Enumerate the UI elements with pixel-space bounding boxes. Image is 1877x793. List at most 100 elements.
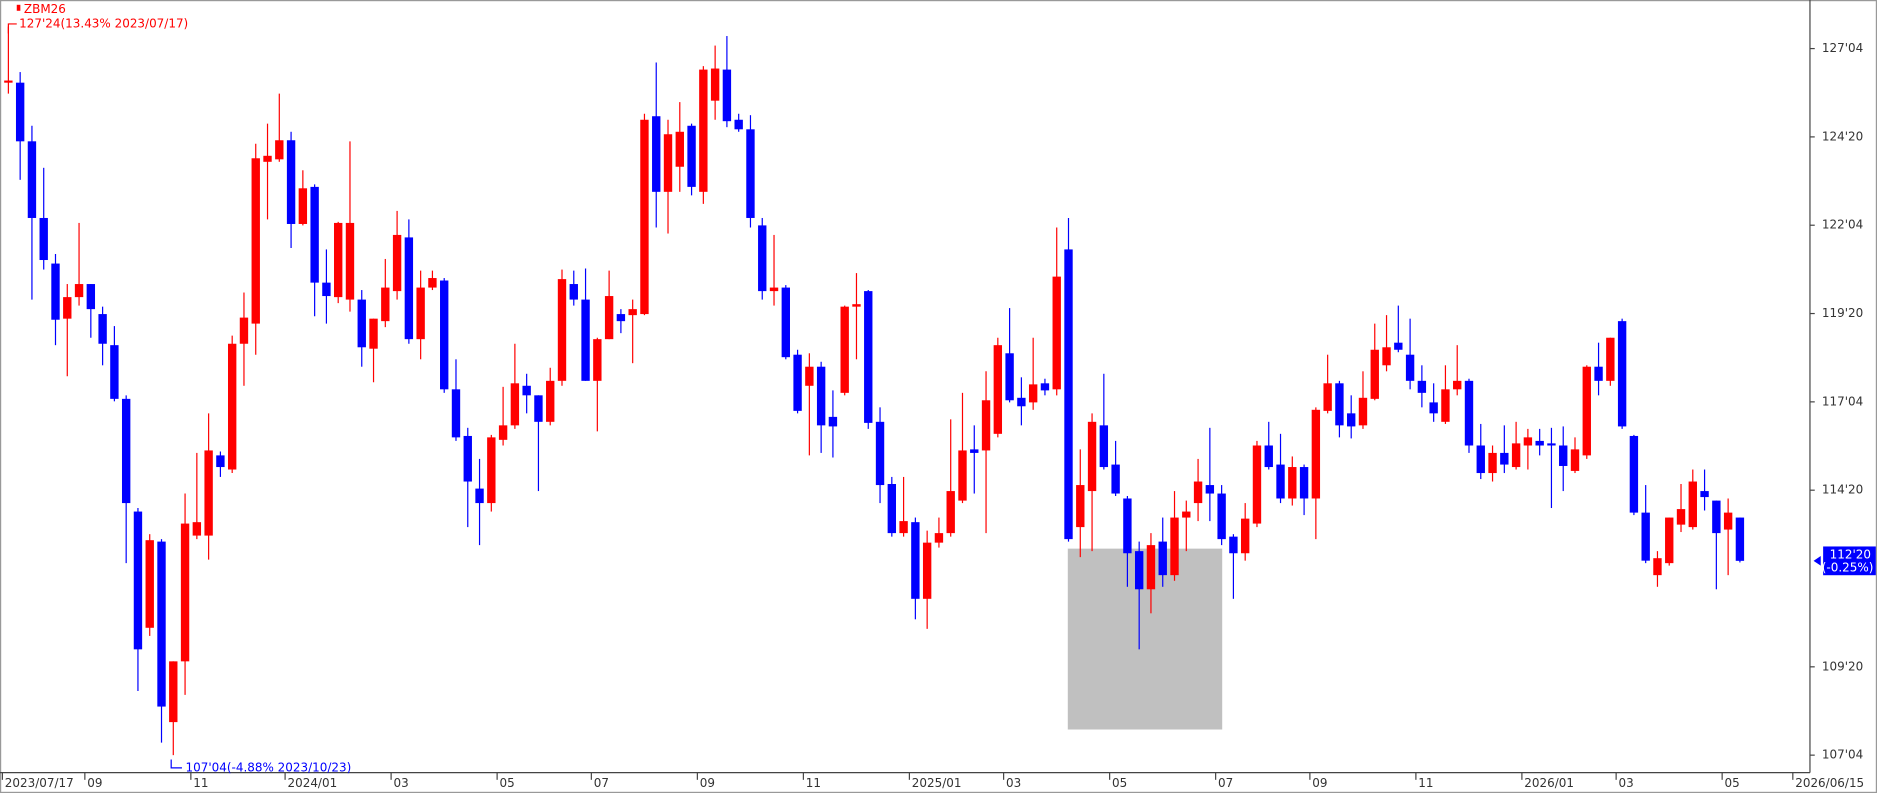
candle-body xyxy=(1594,366,1603,381)
candle-body xyxy=(74,284,84,298)
candle-body xyxy=(1052,276,1061,390)
candles xyxy=(4,26,1745,756)
candle-body xyxy=(27,141,37,218)
candle-body xyxy=(1123,498,1132,554)
last-price-box xyxy=(1823,546,1876,576)
candle-body xyxy=(1488,452,1497,474)
candle-body xyxy=(1323,383,1332,411)
candle-body xyxy=(1358,397,1368,426)
candle-body xyxy=(1288,467,1297,499)
candle-body xyxy=(1111,464,1120,494)
candle-body xyxy=(192,522,202,536)
candle-body xyxy=(381,287,390,322)
candle-body xyxy=(710,68,720,101)
candle-body xyxy=(1653,558,1662,576)
min-arrow xyxy=(170,759,182,769)
candle-body xyxy=(1335,383,1344,426)
candle-body xyxy=(1193,481,1203,504)
candle-body xyxy=(345,222,355,300)
candle-body xyxy=(121,398,131,504)
x-tick-label: 05 xyxy=(500,776,515,790)
x-tick-label: 07 xyxy=(594,776,609,790)
min-annotation: 107'04(-4.88% 2023/10/23) xyxy=(186,760,352,774)
candle-body xyxy=(216,455,225,468)
candle-body xyxy=(699,69,708,192)
last-price-pointer xyxy=(1813,556,1821,566)
candle-body xyxy=(922,542,932,599)
candle-body xyxy=(369,318,378,349)
candle-body xyxy=(1559,445,1568,466)
candle-body xyxy=(1606,337,1615,381)
symbol-marker xyxy=(16,4,21,11)
candle-body xyxy=(1500,452,1509,465)
candle-body xyxy=(4,80,13,83)
candle-body xyxy=(1087,421,1097,492)
y-tick-label: 122'04 xyxy=(1822,218,1863,232)
candle-body xyxy=(534,395,543,422)
candle-body xyxy=(298,188,308,224)
candle-body xyxy=(498,425,508,440)
last-price-label: 112'20 xyxy=(1830,547,1871,561)
candle-body xyxy=(1441,389,1450,422)
candle-body xyxy=(758,225,767,292)
candle-body xyxy=(1099,425,1109,468)
x-tick-label: 05 xyxy=(1112,776,1127,790)
x-tick-label: 09 xyxy=(700,776,715,790)
y-tick-label: 127'04 xyxy=(1822,41,1863,55)
candle-body xyxy=(286,140,296,224)
x-tick-label: 03 xyxy=(393,776,408,790)
candle-body xyxy=(958,450,967,501)
x-tick-label: 11 xyxy=(806,776,821,790)
candle-body xyxy=(1476,445,1485,474)
candle-body xyxy=(652,116,661,192)
candle-body xyxy=(581,299,590,381)
candle-body xyxy=(1205,485,1215,494)
candle-body xyxy=(86,284,96,310)
candle-body xyxy=(1453,380,1462,390)
candle-body xyxy=(722,69,732,122)
candle-body xyxy=(239,317,249,344)
candle-body xyxy=(1535,440,1544,446)
candle-body xyxy=(1582,366,1591,456)
x-tick-label: 2026/01 xyxy=(1524,776,1574,790)
candle-body xyxy=(180,523,190,662)
candle-body xyxy=(828,416,838,427)
chart-title: ZBM26 xyxy=(24,2,66,16)
candle-body xyxy=(993,345,1003,434)
candle-body xyxy=(133,511,143,650)
candle-body xyxy=(663,134,673,192)
candle-body xyxy=(593,339,602,381)
candle-body xyxy=(357,299,366,348)
candle-body xyxy=(840,306,849,393)
last-price-change: (-0.25%) xyxy=(1822,561,1874,575)
candle-body xyxy=(946,491,955,534)
y-tick-label: 117'04 xyxy=(1822,394,1863,408)
candle-body xyxy=(1240,518,1250,554)
x-tick-label: 2025/01 xyxy=(912,776,962,790)
candle-body xyxy=(1570,449,1580,471)
candle-body xyxy=(616,314,626,322)
candle-body xyxy=(816,366,826,426)
max-annotation: 127'24(13.43% 2023/07/17) xyxy=(19,16,188,30)
candle-body xyxy=(1370,349,1379,399)
candle-body xyxy=(1017,397,1026,407)
candle-body xyxy=(1688,481,1697,528)
candle-body xyxy=(1005,353,1014,401)
candle-body xyxy=(251,158,260,324)
candle-body xyxy=(1229,536,1238,554)
candle-body xyxy=(805,366,814,386)
candle-body xyxy=(1394,342,1403,350)
candle-body xyxy=(1382,347,1391,366)
candle-body xyxy=(781,287,790,358)
candle-body xyxy=(734,119,743,130)
candle-body xyxy=(557,279,567,381)
candle-body xyxy=(981,400,991,451)
candle-body xyxy=(322,282,331,297)
candle-body xyxy=(1523,437,1533,446)
x-tick-label: 09 xyxy=(1312,776,1327,790)
candle-body xyxy=(546,380,555,422)
candle-body xyxy=(1723,512,1733,530)
